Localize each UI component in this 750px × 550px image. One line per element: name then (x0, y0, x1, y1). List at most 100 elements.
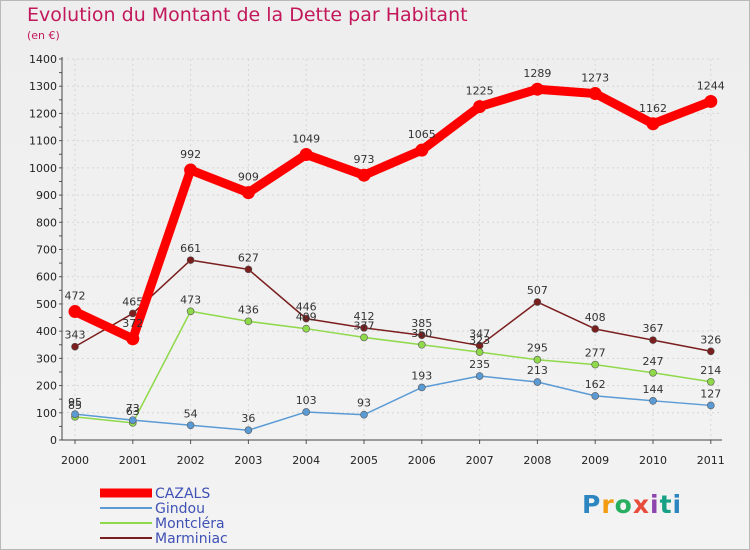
data-label: 1162 (639, 102, 667, 115)
x-tick-label: 2003 (234, 454, 262, 467)
data-point (704, 94, 718, 108)
data-label: 235 (469, 358, 490, 371)
series-line (74, 259, 712, 353)
data-label: 372 (122, 317, 143, 330)
data-label: 446 (296, 301, 317, 314)
x-tick-label: 2004 (292, 454, 320, 467)
data-label: 1049 (292, 133, 320, 146)
logo-letter: o (614, 490, 633, 519)
data-point (706, 377, 715, 386)
data-point (649, 397, 657, 405)
data-point (186, 256, 195, 264)
data-label: 295 (527, 342, 548, 355)
data-label: 73 (126, 402, 140, 415)
y-tick-label: 600 (36, 271, 57, 284)
x-tick-label: 2001 (119, 454, 147, 467)
data-label: 63 (126, 405, 140, 418)
data-point (417, 340, 426, 349)
data-label: 85 (68, 399, 82, 412)
x-tick-label: 2005 (350, 454, 378, 467)
logo-letter: x (632, 490, 650, 519)
data-point (68, 305, 82, 319)
series-line (74, 375, 712, 431)
data-point (357, 168, 371, 182)
data-label: 627 (238, 251, 259, 264)
data-label: 1244 (697, 79, 725, 92)
data-point (302, 324, 311, 333)
data-point (184, 163, 198, 177)
logo-letter: r (601, 490, 615, 519)
data-label: 409 (296, 311, 317, 324)
data-label: 247 (643, 355, 664, 368)
data-point (302, 408, 311, 416)
y-tick-label: 1300 (29, 80, 57, 93)
data-label: 472 (65, 290, 86, 303)
logo-letter: i (650, 490, 660, 519)
logo-letter: P (582, 490, 602, 519)
data-point (588, 87, 602, 101)
data-point (126, 332, 140, 346)
data-label: 103 (296, 394, 317, 407)
y-tick-label: 300 (36, 352, 57, 365)
legend-label: Montcléra (155, 516, 225, 532)
data-label: 323 (469, 334, 490, 347)
proxiti-logo: Proxiti (582, 490, 682, 519)
y-tick-label: 900 (36, 189, 57, 202)
data-point (415, 143, 429, 157)
data-label: 95 (68, 396, 82, 409)
data-label: 214 (700, 364, 721, 377)
data-label: 507 (527, 284, 548, 297)
data-point (591, 360, 600, 369)
data-label: 385 (411, 317, 432, 330)
data-label: 367 (643, 322, 664, 335)
data-point (646, 117, 660, 131)
data-label: 909 (238, 171, 259, 184)
data-label: 465 (122, 295, 143, 308)
y-tick-label: 1200 (29, 107, 57, 120)
series-gindou: 95 73 54 36 103 93 193 235 213 162 144 127 (68, 358, 721, 435)
data-point (591, 392, 600, 400)
data-point (129, 416, 137, 424)
y-tick-label: 100 (36, 407, 57, 420)
data-point (706, 401, 715, 410)
data-point (533, 355, 542, 364)
y-tick-label: 1100 (29, 135, 57, 148)
data-label: 992 (180, 148, 201, 161)
data-label: 144 (643, 383, 664, 396)
data-label: 661 (180, 242, 201, 255)
chart-title: Evolution du Montant de la Dette par Hab… (27, 4, 468, 26)
data-point (186, 421, 195, 430)
series-marminiac: 343 465 661 627 446 412 385 347 507 408 367 326 (65, 242, 721, 356)
data-point (360, 410, 368, 419)
data-label: 343 (65, 329, 86, 342)
data-point (591, 325, 600, 333)
data-label: 1065 (408, 128, 436, 141)
data-point (417, 331, 426, 340)
legend-label: Gindou (155, 501, 205, 517)
data-point (244, 317, 253, 326)
data-label: 213 (527, 364, 548, 377)
data-label: 93 (357, 397, 371, 410)
data-label: 54 (184, 407, 198, 420)
data-label: 277 (585, 347, 606, 360)
series-line (74, 310, 712, 424)
data-point (241, 186, 255, 200)
logo-letter: i (672, 490, 683, 519)
chart-unit: (en €) (27, 29, 60, 42)
data-point (186, 307, 195, 316)
data-point (299, 148, 313, 162)
data-point (71, 410, 79, 418)
y-tick-label: 1400 (29, 53, 57, 66)
data-point (244, 426, 253, 435)
data-point (533, 378, 542, 386)
x-tick-label: 2007 (466, 454, 494, 467)
data-label: 408 (585, 311, 606, 324)
x-tick-label: 2006 (408, 454, 436, 467)
data-point (302, 314, 311, 323)
data-label: 162 (585, 378, 606, 391)
axes: 0 100 200 300 400 500 600 700 800 900 1000 1100 1200… (29, 53, 725, 467)
series-line (70, 84, 716, 344)
x-tick-label: 2011 (697, 454, 725, 467)
data-label: 377 (354, 319, 375, 332)
